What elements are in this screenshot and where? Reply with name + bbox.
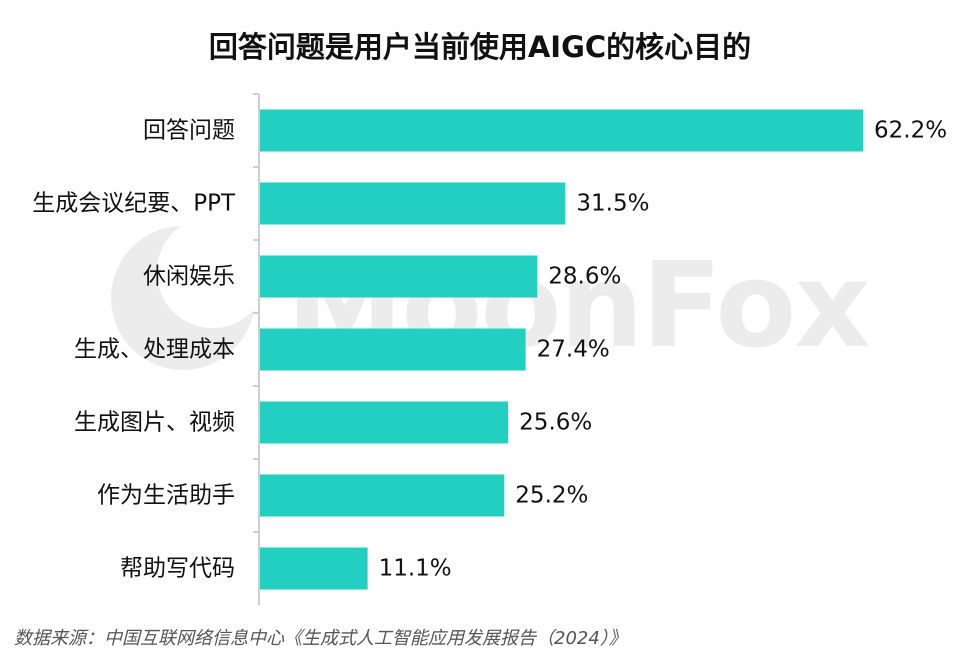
category-label: 生成、处理成本 [74,337,235,363]
bar [260,547,368,590]
category-label: 回答问题 [143,118,235,144]
bar [260,474,505,517]
category-label: 休闲娱乐 [143,264,235,290]
data-label: 27.4% [537,337,610,363]
data-label: 62.2% [874,118,947,144]
data-label: 28.6% [548,264,621,290]
category-label: 帮助写代码 [120,556,235,582]
data-label: 25.6% [519,410,592,436]
data-label: 31.5% [576,191,649,217]
data-label: 25.2% [515,483,588,509]
category-label: 生成图片、视频 [74,410,235,436]
bar [260,109,863,152]
category-label: 作为生活助手 [97,483,235,509]
bar [260,255,538,298]
bar [260,328,526,371]
data-label: 11.1% [379,556,452,582]
bar [260,401,509,444]
chart-title: 回答问题是用户当前使用AIGC的核心目的 [208,30,752,64]
bar [260,182,566,225]
category-label: 生成会议纪要、PPT [32,191,236,217]
source-note: 数据来源：中国互联网络信息中心《生成式人工智能应用发展报告（2024）》 [14,628,627,649]
